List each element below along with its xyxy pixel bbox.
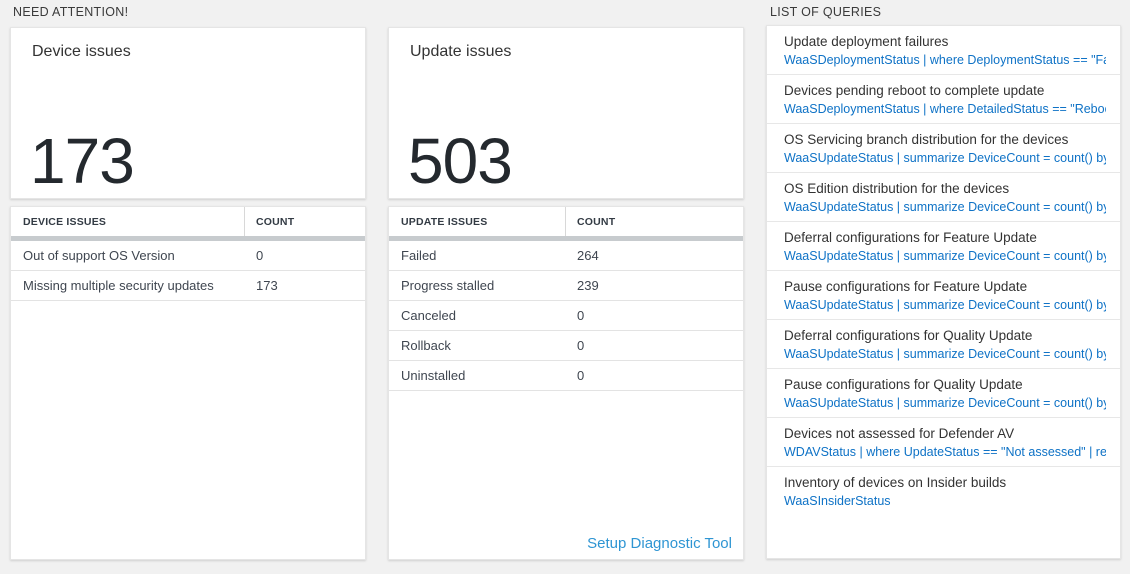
need-attention-section-header: NEED ATTENTION! xyxy=(13,5,129,19)
setup-diagnostic-tool-link[interactable]: Setup Diagnostic Tool xyxy=(587,535,732,552)
query-link[interactable]: WaaSUpdateStatus | summarize DeviceCount… xyxy=(784,396,1106,410)
query-item[interactable]: Deferral configurations for Quality Upda… xyxy=(767,320,1120,369)
table-row[interactable]: Rollback 0 xyxy=(389,331,743,361)
update-issues-table: UPDATE ISSUES COUNT Failed 264 Progress … xyxy=(388,206,744,560)
device-issues-table: DEVICE ISSUES COUNT Out of support OS Ve… xyxy=(10,206,366,560)
update-issues-count-column-header: COUNT xyxy=(577,215,616,228)
query-link[interactable]: WDAVStatus | where UpdateStatus == "Not … xyxy=(784,445,1106,459)
update-issues-tile[interactable]: Update issues 503 xyxy=(388,27,744,199)
device-issues-name-column-header: DEVICE ISSUES xyxy=(11,207,245,236)
header-separator-bar xyxy=(11,236,365,241)
update-issues-count: 503 xyxy=(408,125,513,197)
list-of-queries-panel: Update deployment failures WaaSDeploymen… xyxy=(766,25,1121,559)
query-link[interactable]: WaaSDeploymentStatus | where DeploymentS… xyxy=(784,53,1106,67)
update-issues-title: Update issues xyxy=(410,43,512,60)
query-link[interactable]: WaaSUpdateStatus | summarize DeviceCount… xyxy=(784,200,1106,214)
query-link[interactable]: WaaSUpdateStatus | summarize DeviceCount… xyxy=(784,298,1106,312)
table-row[interactable]: Canceled 0 xyxy=(389,301,743,331)
table-row[interactable]: Progress stalled 239 xyxy=(389,271,743,301)
update-issues-name-column-header: UPDATE ISSUES xyxy=(389,207,566,236)
device-issues-count: 173 xyxy=(30,125,135,197)
query-link[interactable]: WaaSDeploymentStatus | where DetailedSta… xyxy=(784,102,1106,116)
query-link[interactable]: WaaSUpdateStatus | summarize DeviceCount… xyxy=(784,347,1106,361)
table-row[interactable]: Uninstalled 0 xyxy=(389,361,743,391)
device-issues-table-header: DEVICE ISSUES COUNT xyxy=(11,207,365,236)
query-link[interactable]: WaaSUpdateStatus | summarize DeviceCount… xyxy=(784,151,1106,165)
header-separator-bar xyxy=(389,236,743,241)
query-item[interactable]: Deferral configurations for Feature Upda… xyxy=(767,222,1120,271)
query-item[interactable]: Devices not assessed for Defender AV WDA… xyxy=(767,418,1120,467)
query-item[interactable]: OS Servicing branch distribution for the… xyxy=(767,124,1120,173)
query-link[interactable]: WaaSInsiderStatus xyxy=(784,494,891,508)
device-issues-count-column-header: COUNT xyxy=(256,215,295,228)
query-item[interactable]: Devices pending reboot to complete updat… xyxy=(767,75,1120,124)
table-row[interactable]: Out of support OS Version 0 xyxy=(11,241,365,271)
device-issues-title: Device issues xyxy=(32,43,131,60)
query-item[interactable]: Update deployment failures WaaSDeploymen… xyxy=(767,26,1120,75)
query-link[interactable]: WaaSUpdateStatus | summarize DeviceCount… xyxy=(784,249,1106,263)
query-item[interactable]: OS Edition distribution for the devices … xyxy=(767,173,1120,222)
table-row[interactable]: Missing multiple security updates 173 xyxy=(11,271,365,301)
query-item[interactable]: Pause configurations for Feature Update … xyxy=(767,271,1120,320)
list-of-queries-section-header: LIST OF QUERIES xyxy=(770,5,882,19)
query-item[interactable]: Inventory of devices on Insider builds W… xyxy=(767,467,1120,515)
device-issues-tile[interactable]: Device issues 173 xyxy=(10,27,366,199)
update-issues-table-header: UPDATE ISSUES COUNT xyxy=(389,207,743,236)
query-item[interactable]: Pause configurations for Quality Update … xyxy=(767,369,1120,418)
table-row[interactable]: Failed 264 xyxy=(389,241,743,271)
